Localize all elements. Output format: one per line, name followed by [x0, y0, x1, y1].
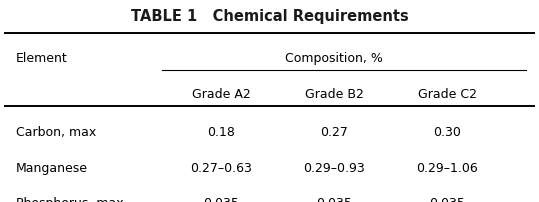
Text: Grade B2: Grade B2	[305, 88, 364, 101]
Text: TABLE 1   Chemical Requirements: TABLE 1 Chemical Requirements	[130, 9, 409, 24]
Text: 0.30: 0.30	[433, 126, 461, 139]
Text: Element: Element	[16, 52, 68, 64]
Text: Grade A2: Grade A2	[192, 88, 250, 101]
Text: 0.035: 0.035	[430, 197, 465, 202]
Text: 0.18: 0.18	[207, 126, 235, 139]
Text: Manganese: Manganese	[16, 162, 88, 175]
Text: 0.27–0.63: 0.27–0.63	[190, 162, 252, 175]
Text: Grade C2: Grade C2	[418, 88, 477, 101]
Text: 0.29–0.93: 0.29–0.93	[303, 162, 365, 175]
Text: 0.035: 0.035	[203, 197, 239, 202]
Text: 0.27: 0.27	[320, 126, 348, 139]
Text: Composition, %: Composition, %	[285, 52, 383, 64]
Text: 0.035: 0.035	[316, 197, 352, 202]
Text: Phosphorus, max: Phosphorus, max	[16, 197, 124, 202]
Text: 0.29–1.06: 0.29–1.06	[417, 162, 478, 175]
Text: Carbon, max: Carbon, max	[16, 126, 96, 139]
